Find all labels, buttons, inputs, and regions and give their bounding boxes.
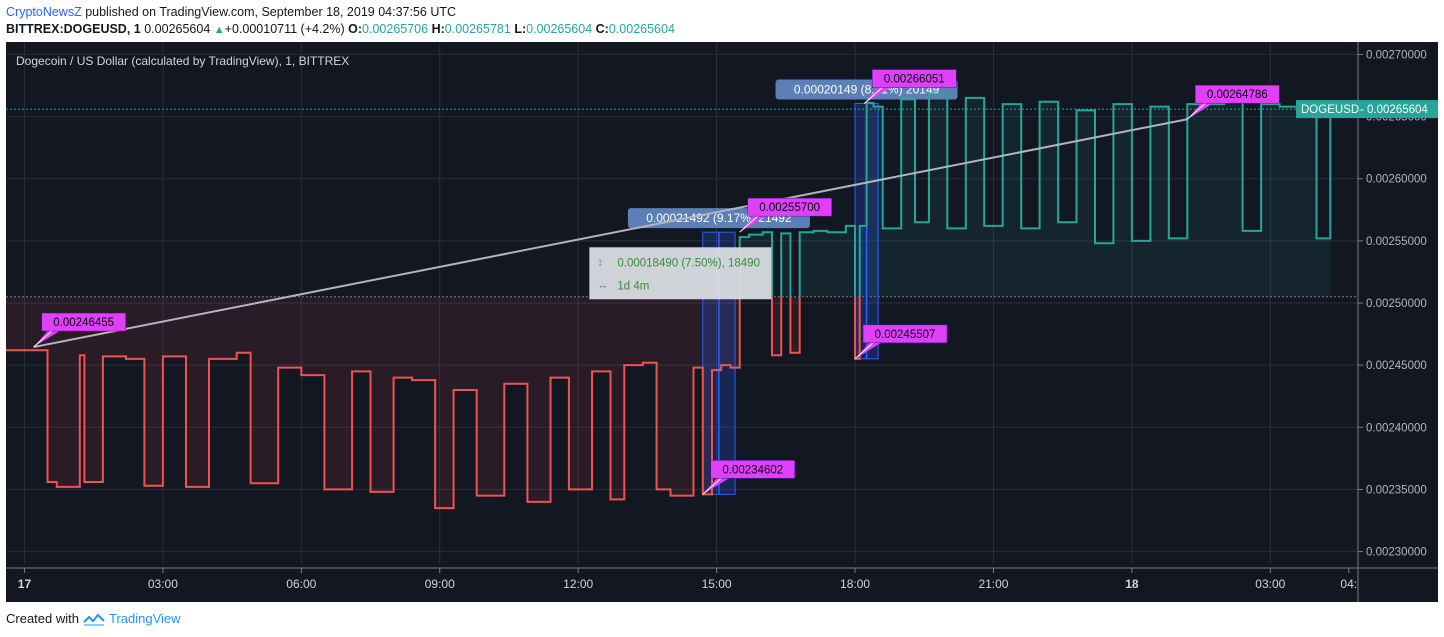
ohlc-line: BITTREX:DOGEUSD, 1 0.00265604 ▲+0.000107… <box>6 22 675 36</box>
brand-link[interactable]: CryptoNewsZ <box>6 5 82 19</box>
x-tick-label: 17 <box>18 577 32 591</box>
price-change: +0.00010711 (+4.2%) <box>224 22 345 36</box>
open-label: O: <box>348 22 363 36</box>
chart-title: Dogecoin / US Dollar (calculated by Trad… <box>16 54 349 68</box>
tradingview-link[interactable]: TradingView <box>108 611 181 626</box>
price-label-leader <box>1186 102 1206 120</box>
x-tick-label: 18:00 <box>840 577 870 591</box>
measure-tooltip-line2: 1d 4m <box>617 280 649 292</box>
publish-text: published on TradingView.com, September … <box>81 5 457 19</box>
x-tick-label: 12:00 <box>563 577 593 591</box>
chart-background <box>6 42 1438 602</box>
current-price-value: - 0.00265604 <box>1360 104 1428 116</box>
trendline <box>33 118 1188 349</box>
high-label: H: <box>431 22 445 36</box>
publish-line: CryptoNewsZ published on TradingView.com… <box>6 5 456 19</box>
measure-tooltip-line1: 0.00018490 (7.50%), 18490 <box>617 257 760 269</box>
price-label-box <box>41 312 126 332</box>
price-label-leader <box>702 478 722 495</box>
close-label: C: <box>595 22 609 36</box>
annotations: ↕ 0.00018490 (7.50%), 18490 ↔ 1d 4m 0.002464… <box>33 69 1280 495</box>
area-fill-up <box>739 94 1331 297</box>
price-label-text: 0.00246455 <box>53 317 114 329</box>
current-price-symbol: DOGEUSD <box>1301 104 1359 116</box>
tradingview-logo-icon <box>83 613 105 626</box>
current-price-badge <box>1296 100 1438 119</box>
price-label-text: 0.00255700 <box>759 202 820 214</box>
price-label-text: 0.00264786 <box>1207 89 1268 101</box>
measure-time-icon: ↔ <box>597 279 608 291</box>
price-series <box>6 93 1358 510</box>
low-label: L: <box>514 22 527 36</box>
y-tick-label: 0.00255000 <box>1366 236 1427 248</box>
price-label-box <box>747 197 832 217</box>
symbol-label: BITTREX:DOGEUSD, 1 <box>6 22 141 36</box>
price-label-box <box>710 460 796 479</box>
x-tick-label: 06:00 <box>286 577 316 591</box>
price-axis[interactable]: 0.002700000.002650000.002600000.00255000… <box>1296 42 1438 602</box>
created-with-text: Created with <box>6 611 79 626</box>
area-fill-down <box>6 296 1331 509</box>
measure-tooltip-box <box>589 247 772 300</box>
x-tick-label: 15:00 <box>702 577 732 591</box>
time-axis[interactable]: 17 03:00 06:00 09:00 12:00 15:00 18:00 21:00 18 0… <box>6 567 1438 591</box>
series-line-down <box>6 296 861 510</box>
price-label-pointer <box>1187 103 1214 120</box>
price-label-pointer <box>702 478 729 495</box>
x-tick-label: 21:00 <box>978 577 1008 591</box>
price-label-box <box>872 69 957 88</box>
y-tick-label: 0.00240000 <box>1366 422 1427 434</box>
series-line-up <box>738 93 1332 297</box>
low-value: 0.00265604 <box>526 22 593 36</box>
x-tick-label: 03:00 <box>148 577 178 591</box>
y-tick-label: 0.00250000 <box>1366 298 1427 310</box>
open-value: 0.00265706 <box>362 22 429 36</box>
y-tick-label: 0.00235000 <box>1366 484 1427 496</box>
y-tick-label: 0.00270000 <box>1366 49 1427 61</box>
price-label-leader <box>863 87 883 104</box>
price-label-text: 0.00245507 <box>875 329 936 341</box>
price-label-pointer <box>855 342 882 359</box>
price-label-pointer <box>33 331 60 348</box>
price-label-pointer <box>739 216 766 233</box>
price-label-leader <box>33 330 53 348</box>
y-tick-label: 0.00260000 <box>1366 174 1427 186</box>
x-tick-label: 09:00 <box>425 577 455 591</box>
measure-range-icon: ↕ <box>597 256 603 268</box>
up-arrow-icon: ▲ <box>213 24 225 36</box>
price-label-leader <box>854 342 874 360</box>
price-label-text: 0.00234602 <box>722 464 783 476</box>
footer: Created with TradingView <box>6 611 181 626</box>
y-tick-label: 0.00230000 <box>1366 547 1427 559</box>
high-value: 0.00265781 <box>444 22 511 36</box>
price-label-text: 0.00266051 <box>884 74 945 86</box>
price-label-box <box>862 324 948 344</box>
last-price: 0.00265604 <box>144 22 211 36</box>
x-tick-label: 04: <box>1340 577 1357 591</box>
close-value: 0.00265604 <box>608 22 675 36</box>
price-label-box <box>1195 84 1280 104</box>
x-tick-label: 18 <box>1125 577 1139 591</box>
price-label-pointer <box>864 87 891 104</box>
y-tick-label: 0.00245000 <box>1366 360 1427 372</box>
price-label-leader <box>739 215 759 233</box>
x-tick-label: 03:00 <box>1255 577 1285 591</box>
